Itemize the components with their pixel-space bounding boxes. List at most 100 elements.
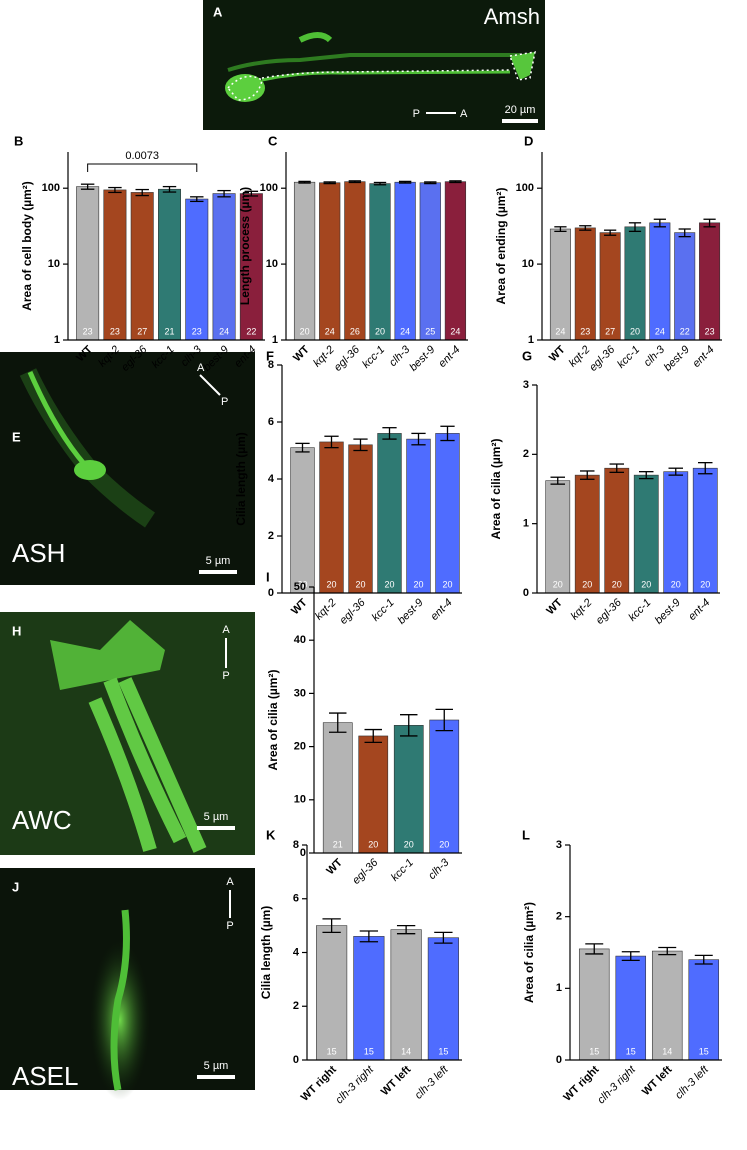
x-tick-label: kqt-2 <box>313 597 339 623</box>
bar <box>688 959 720 1061</box>
bar <box>574 474 600 594</box>
n-label: 23 <box>110 326 120 336</box>
direction: A <box>460 108 468 120</box>
n-label: 20 <box>582 579 592 589</box>
n-label: 25 <box>425 326 435 336</box>
scale-label: 5 µm <box>206 555 231 567</box>
bar <box>316 925 348 1061</box>
significance-bracket <box>87 163 198 172</box>
n-label: 20 <box>671 579 681 589</box>
bar <box>549 228 571 341</box>
bar <box>419 182 441 341</box>
x-tick-label: WT left <box>640 1063 675 1098</box>
y-axis-title: Area of cilia (µm²) <box>489 439 503 540</box>
image-j <box>0 868 255 1100</box>
error-bar <box>579 225 592 231</box>
panel-letter: G <box>522 348 532 363</box>
error-bar <box>359 930 379 943</box>
direction: A <box>197 362 205 374</box>
y-tick-label: 2 <box>523 448 529 460</box>
direction: P <box>222 670 229 682</box>
x-tick-label: WT <box>291 343 312 364</box>
error-bar <box>364 728 382 743</box>
bar <box>663 471 689 594</box>
bar <box>130 192 154 341</box>
bar <box>369 183 391 341</box>
direction: P <box>226 920 233 932</box>
error-bar <box>348 180 362 184</box>
error-bar <box>628 222 642 233</box>
image-e <box>0 352 255 585</box>
x-tick-label: ent-4 <box>428 597 454 623</box>
y-tick-label: 1 <box>523 518 529 530</box>
y-tick-label: 8 <box>268 359 274 371</box>
n-label: 23 <box>580 326 590 336</box>
bar <box>699 222 721 341</box>
bar <box>633 474 659 594</box>
bar <box>353 936 385 1061</box>
error-bar <box>323 181 336 185</box>
n-label: 20 <box>326 579 336 589</box>
x-tick-label: ent-4 <box>436 344 462 370</box>
bar <box>692 467 718 594</box>
n-label: 15 <box>327 1046 337 1056</box>
n-label: 23 <box>705 326 715 336</box>
n-label: 15 <box>438 1046 448 1056</box>
error-bar <box>440 425 455 442</box>
bar <box>293 181 316 341</box>
n-label: 20 <box>612 579 622 589</box>
n-label: 24 <box>325 326 335 336</box>
x-tick-label: clh-3 right <box>595 1063 638 1106</box>
error-bar <box>80 183 95 190</box>
n-label: 23 <box>83 326 93 336</box>
bar <box>393 725 424 854</box>
error-bar <box>298 180 311 184</box>
n-label: 20 <box>413 579 423 589</box>
panel-letter: E <box>12 429 21 444</box>
panel-letter: J <box>12 879 19 894</box>
x-tick-label: WT <box>324 856 345 877</box>
error-bar <box>190 196 204 203</box>
panel-letter: F <box>266 348 274 363</box>
x-tick-label: kcc-1 <box>615 344 642 371</box>
bar <box>545 480 571 594</box>
n-label: 20 <box>700 579 710 589</box>
x-tick-label: best-9 <box>396 597 426 627</box>
scale-label: 5 µm <box>204 1060 229 1072</box>
error-bar <box>435 708 453 732</box>
direction: A <box>222 624 230 636</box>
n-label: 24 <box>655 326 665 336</box>
error-bar <box>295 442 310 453</box>
bar <box>212 193 236 341</box>
n-label: 20 <box>439 839 449 849</box>
y-tick-label: 100 <box>260 182 278 194</box>
x-tick-label: kcc-1 <box>360 344 387 371</box>
x-tick-label: kcc-1 <box>626 597 653 624</box>
error-bar <box>621 951 640 962</box>
n-label: 20 <box>300 326 310 336</box>
bar <box>322 722 353 854</box>
y-tick-label: 10 <box>294 794 306 806</box>
n-label: 20 <box>297 579 307 589</box>
x-tick-label: clh-3 <box>426 856 452 882</box>
error-bar <box>373 181 387 186</box>
x-tick-label: kcc-1 <box>389 857 416 884</box>
error-bar <box>554 226 567 233</box>
image-label: ASEL <box>12 1061 79 1091</box>
error-bar <box>162 185 177 193</box>
y-tick-label: 2 <box>268 530 274 542</box>
panel-letter: A <box>213 4 223 19</box>
error-bar <box>217 189 231 198</box>
y-tick-label: 40 <box>294 634 306 646</box>
bar <box>319 182 341 341</box>
error-bar <box>382 427 397 440</box>
error-bar <box>244 190 259 197</box>
scale-label: 5 µm <box>204 811 229 823</box>
error-bar <box>400 714 418 737</box>
n-label: 15 <box>626 1046 636 1056</box>
y-axis-title: Cilia length (µm) <box>234 432 248 526</box>
panel-letter: H <box>12 623 21 638</box>
y-tick-label: 1 <box>556 982 562 994</box>
y-tick-label: 0 <box>556 1054 562 1066</box>
direction: P <box>221 396 228 408</box>
